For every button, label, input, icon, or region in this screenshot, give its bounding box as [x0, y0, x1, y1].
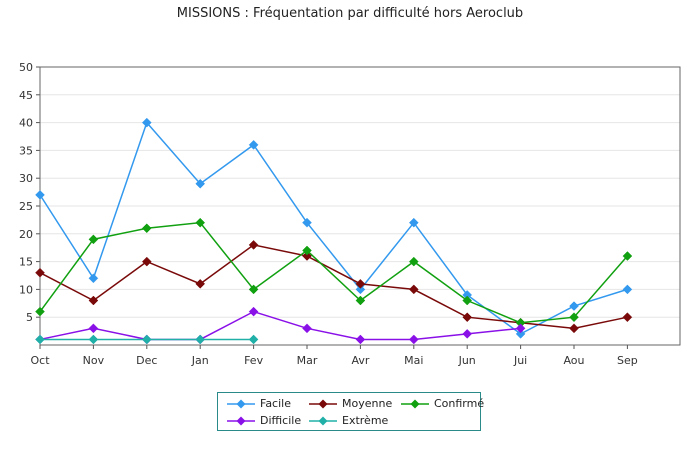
data-point [515, 323, 526, 334]
y-tick-label: 15 [19, 256, 33, 269]
data-point [88, 323, 99, 334]
data-point [141, 223, 152, 234]
data-point [35, 267, 45, 278]
legend-label: Confirmé [434, 397, 485, 410]
data-point [248, 334, 259, 345]
x-tick-label: Mar [297, 354, 318, 367]
data-point [302, 217, 312, 228]
x-tick-label: Aou [563, 354, 584, 367]
data-point [88, 295, 99, 306]
data-point [355, 295, 366, 306]
legend-swatch [227, 399, 255, 409]
x-tick-label: Jan [191, 354, 209, 367]
y-tick-label: 45 [19, 89, 33, 102]
data-point [248, 306, 259, 317]
legend-swatch [401, 399, 429, 409]
data-point [195, 334, 206, 345]
data-point [195, 178, 206, 189]
series-3-line [39, 310, 521, 341]
data-point [88, 273, 99, 284]
x-tick-label: Jun [458, 354, 476, 367]
data-point [302, 245, 312, 256]
data-point [355, 284, 366, 295]
data-point [302, 323, 312, 334]
legend-swatch [309, 416, 337, 426]
data-point [248, 284, 259, 295]
y-tick-label: 30 [19, 172, 33, 185]
x-tick-label: Nov [83, 354, 105, 367]
data-point [515, 329, 526, 339]
data-point [462, 312, 473, 323]
series-2-line [39, 221, 628, 324]
data-point [35, 306, 45, 317]
chart-title: MISSIONS : Fréquentation par difficulté … [176, 6, 524, 21]
legend-swatch [227, 416, 255, 426]
data-point [569, 301, 579, 311]
data-point [622, 251, 633, 261]
data-point [302, 251, 312, 261]
x-tick-label: Avr [351, 354, 369, 367]
series-1-line [39, 244, 628, 330]
data-point [408, 217, 419, 228]
data-point [141, 117, 152, 128]
y-tick-label: 20 [19, 228, 33, 241]
data-point [622, 284, 633, 295]
legend-label: Difficile [260, 414, 302, 427]
data-point [88, 334, 99, 345]
series-0-line [39, 121, 628, 335]
data-point [35, 190, 45, 200]
data-point [35, 334, 45, 345]
y-tick-label: 5 [26, 311, 33, 324]
data-point [569, 323, 579, 334]
legend-label: Extrème [342, 414, 389, 427]
x-tick-label: Mai [404, 354, 423, 367]
x-tick-label: Dec [136, 354, 157, 367]
chart-legend: Facile Moyenne Confirmé Difficile Extrème [217, 392, 485, 431]
data-point [355, 278, 366, 289]
x-tick-label: Sep [617, 354, 638, 367]
data-point [408, 256, 419, 267]
data-point [462, 295, 473, 306]
legend-label: Moyenne [342, 397, 393, 410]
data-point [408, 284, 419, 295]
data-point [248, 139, 259, 150]
data-point [141, 334, 152, 345]
y-tick-label: 10 [19, 283, 33, 296]
data-point [195, 278, 206, 289]
data-point [462, 329, 473, 339]
data-point [408, 334, 419, 345]
y-tick-label: 25 [19, 200, 33, 213]
data-point [88, 234, 99, 245]
x-tick-label: Jui [513, 354, 527, 367]
data-point [195, 217, 206, 228]
y-tick-label: 40 [19, 117, 33, 130]
y-tick-label: 50 [19, 61, 33, 74]
x-tick-label: Oct [30, 354, 50, 367]
legend-swatch [309, 399, 337, 409]
data-point [248, 240, 259, 250]
data-point [141, 256, 152, 267]
data-point [355, 334, 366, 345]
y-tick-label: 35 [19, 144, 33, 157]
legend-label: Facile [260, 397, 291, 410]
data-point [569, 312, 579, 323]
x-tick-label: Fev [244, 354, 263, 367]
data-point [622, 312, 633, 323]
